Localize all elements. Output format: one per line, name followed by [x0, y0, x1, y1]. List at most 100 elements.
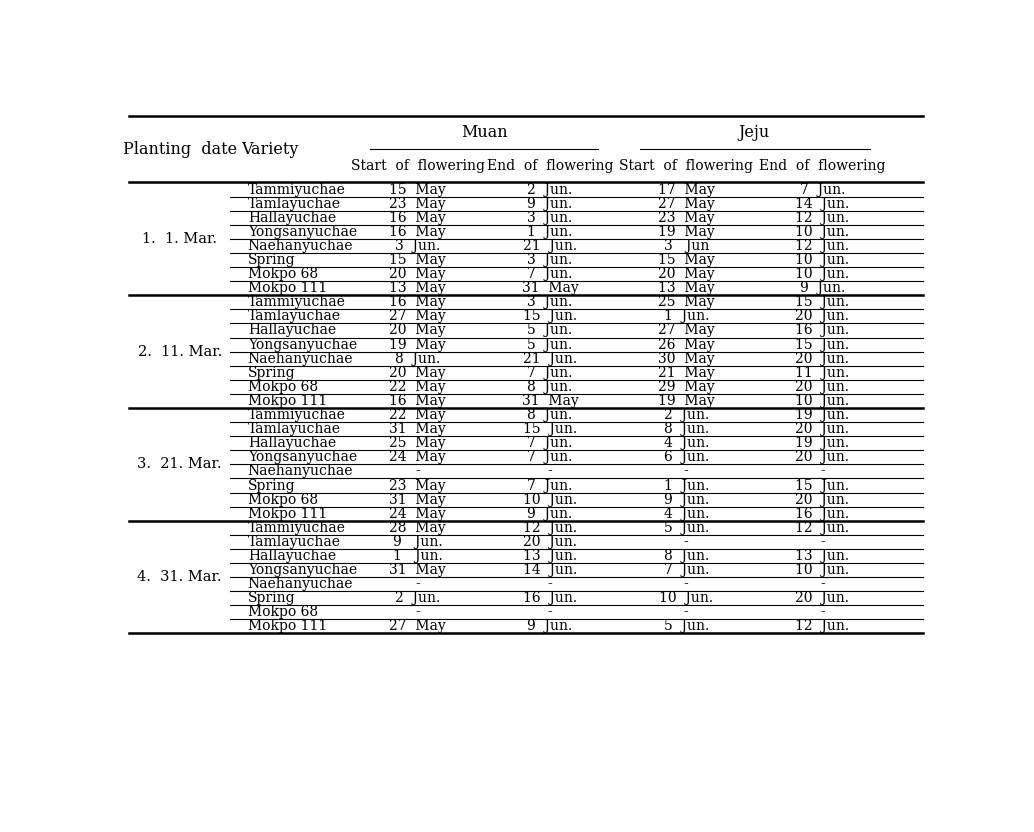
Text: 27  May: 27 May: [390, 310, 446, 324]
Text: 21  Jun.: 21 Jun.: [523, 239, 577, 253]
Text: 9  Jun.: 9 Jun.: [527, 507, 573, 521]
Text: 3  Jun.: 3 Jun.: [527, 295, 573, 310]
Text: 13  May: 13 May: [658, 281, 714, 295]
Text: 21  Jun.: 21 Jun.: [523, 352, 577, 365]
Text: 4.  31. Mar.: 4. 31. Mar.: [138, 570, 222, 584]
Text: 10  Jun.: 10 Jun.: [795, 394, 850, 408]
Text: 20  May: 20 May: [390, 366, 446, 379]
Text: 15  Jun.: 15 Jun.: [795, 478, 850, 493]
Text: 12  Jun.: 12 Jun.: [523, 521, 577, 535]
Text: 26  May: 26 May: [658, 338, 714, 352]
Text: Tammiyuchae: Tammiyuchae: [248, 295, 345, 310]
Text: 3  Jun.: 3 Jun.: [527, 253, 573, 267]
Text: Spring: Spring: [248, 366, 296, 379]
Text: Spring: Spring: [248, 478, 296, 493]
Text: Mokpo 111: Mokpo 111: [248, 620, 327, 633]
Text: -: -: [820, 535, 825, 549]
Text: Naehanyuchae: Naehanyuchae: [248, 352, 354, 365]
Text: 3  Jun.: 3 Jun.: [395, 239, 440, 253]
Text: Tamlayuchae: Tamlayuchae: [248, 535, 341, 549]
Text: -: -: [820, 464, 825, 478]
Text: Hallayuchae: Hallayuchae: [248, 436, 336, 450]
Text: 31  May: 31 May: [521, 281, 578, 295]
Text: -: -: [820, 606, 825, 619]
Text: Tamlayuchae: Tamlayuchae: [248, 310, 341, 324]
Text: 17  May: 17 May: [658, 182, 714, 196]
Text: 16  May: 16 May: [390, 210, 446, 225]
Text: 2  Jun.: 2 Jun.: [527, 182, 573, 196]
Text: 8  Jun.: 8 Jun.: [664, 549, 709, 563]
Text: Mokpo 68: Mokpo 68: [248, 267, 318, 281]
Text: 3   Jun: 3 Jun: [664, 239, 709, 253]
Text: 1   Jun.: 1 Jun.: [393, 549, 443, 563]
Text: 31  May: 31 May: [390, 422, 446, 436]
Text: 19  May: 19 May: [390, 338, 446, 352]
Text: 10  Jun.: 10 Jun.: [659, 592, 713, 605]
Text: 22  May: 22 May: [390, 380, 446, 394]
Text: 19  May: 19 May: [658, 225, 714, 239]
Text: 3  Jun.: 3 Jun.: [527, 210, 573, 225]
Text: Jeju: Jeju: [738, 124, 770, 141]
Text: End  of  flowering: End of flowering: [759, 159, 886, 173]
Text: 24  May: 24 May: [390, 507, 446, 521]
Text: 10  Jun.: 10 Jun.: [795, 563, 850, 577]
Text: 1  Jun.: 1 Jun.: [664, 310, 709, 324]
Text: 29  May: 29 May: [658, 380, 714, 394]
Text: 8  Jun.: 8 Jun.: [395, 352, 440, 365]
Text: 7  Jun.: 7 Jun.: [664, 563, 709, 577]
Text: Yongsanyuchae: Yongsanyuchae: [248, 225, 357, 239]
Text: 5  Jun.: 5 Jun.: [664, 620, 709, 633]
Text: Mokpo 68: Mokpo 68: [248, 606, 318, 619]
Text: 12  Jun.: 12 Jun.: [795, 239, 850, 253]
Text: 5  Jun.: 5 Jun.: [527, 324, 573, 338]
Text: -: -: [683, 577, 689, 592]
Text: 25  May: 25 May: [658, 295, 714, 310]
Text: Muan: Muan: [461, 124, 508, 141]
Text: 15  Jun.: 15 Jun.: [523, 422, 577, 436]
Text: 9   Jun.: 9 Jun.: [393, 535, 443, 549]
Text: Hallayuchae: Hallayuchae: [248, 549, 336, 563]
Text: 21  May: 21 May: [658, 366, 714, 379]
Text: 2  Jun.: 2 Jun.: [664, 408, 709, 422]
Text: 10  Jun.: 10 Jun.: [795, 225, 850, 239]
Text: 7  Jun.: 7 Jun.: [527, 267, 573, 281]
Text: -: -: [548, 464, 552, 478]
Text: End  of  flowering: End of flowering: [487, 159, 613, 173]
Text: Tammiyuchae: Tammiyuchae: [248, 521, 345, 535]
Text: 31  May: 31 May: [390, 493, 446, 507]
Text: 4  Jun.: 4 Jun.: [664, 507, 709, 521]
Text: Yongsanyuchae: Yongsanyuchae: [248, 563, 357, 577]
Text: Spring: Spring: [248, 253, 296, 267]
Text: 27  May: 27 May: [658, 324, 714, 338]
Text: 16  Jun.: 16 Jun.: [795, 324, 850, 338]
Text: 9  Jun.: 9 Jun.: [527, 620, 573, 633]
Text: 28  May: 28 May: [390, 521, 446, 535]
Text: 13  May: 13 May: [390, 281, 446, 295]
Text: 15  May: 15 May: [390, 253, 446, 267]
Text: 9  Jun.: 9 Jun.: [664, 493, 709, 507]
Text: 1  Jun.: 1 Jun.: [527, 225, 573, 239]
Text: -: -: [820, 577, 825, 592]
Text: 22  May: 22 May: [390, 408, 446, 422]
Text: 12  Jun.: 12 Jun.: [795, 620, 850, 633]
Text: -: -: [548, 577, 552, 592]
Text: 7  Jun.: 7 Jun.: [527, 478, 573, 493]
Text: 15  May: 15 May: [658, 253, 714, 267]
Text: 8  Jun.: 8 Jun.: [527, 408, 573, 422]
Text: Hallayuchae: Hallayuchae: [248, 210, 336, 225]
Text: 25  May: 25 May: [390, 436, 446, 450]
Text: 1  Jun.: 1 Jun.: [664, 478, 709, 493]
Text: Tamlayuchae: Tamlayuchae: [248, 196, 341, 210]
Text: 6  Jun.: 6 Jun.: [664, 450, 709, 464]
Text: Mokpo 68: Mokpo 68: [248, 493, 318, 507]
Text: Variety: Variety: [241, 141, 298, 158]
Text: 20  Jun.: 20 Jun.: [795, 380, 849, 394]
Text: 15  Jun.: 15 Jun.: [795, 295, 850, 310]
Text: 30  May: 30 May: [658, 352, 714, 365]
Text: 10  Jun.: 10 Jun.: [795, 267, 850, 281]
Text: Naehanyuchae: Naehanyuchae: [248, 577, 354, 592]
Text: 27  May: 27 May: [658, 196, 714, 210]
Text: 13  Jun.: 13 Jun.: [523, 549, 577, 563]
Text: 7  Jun.: 7 Jun.: [799, 182, 845, 196]
Text: Spring: Spring: [248, 592, 296, 605]
